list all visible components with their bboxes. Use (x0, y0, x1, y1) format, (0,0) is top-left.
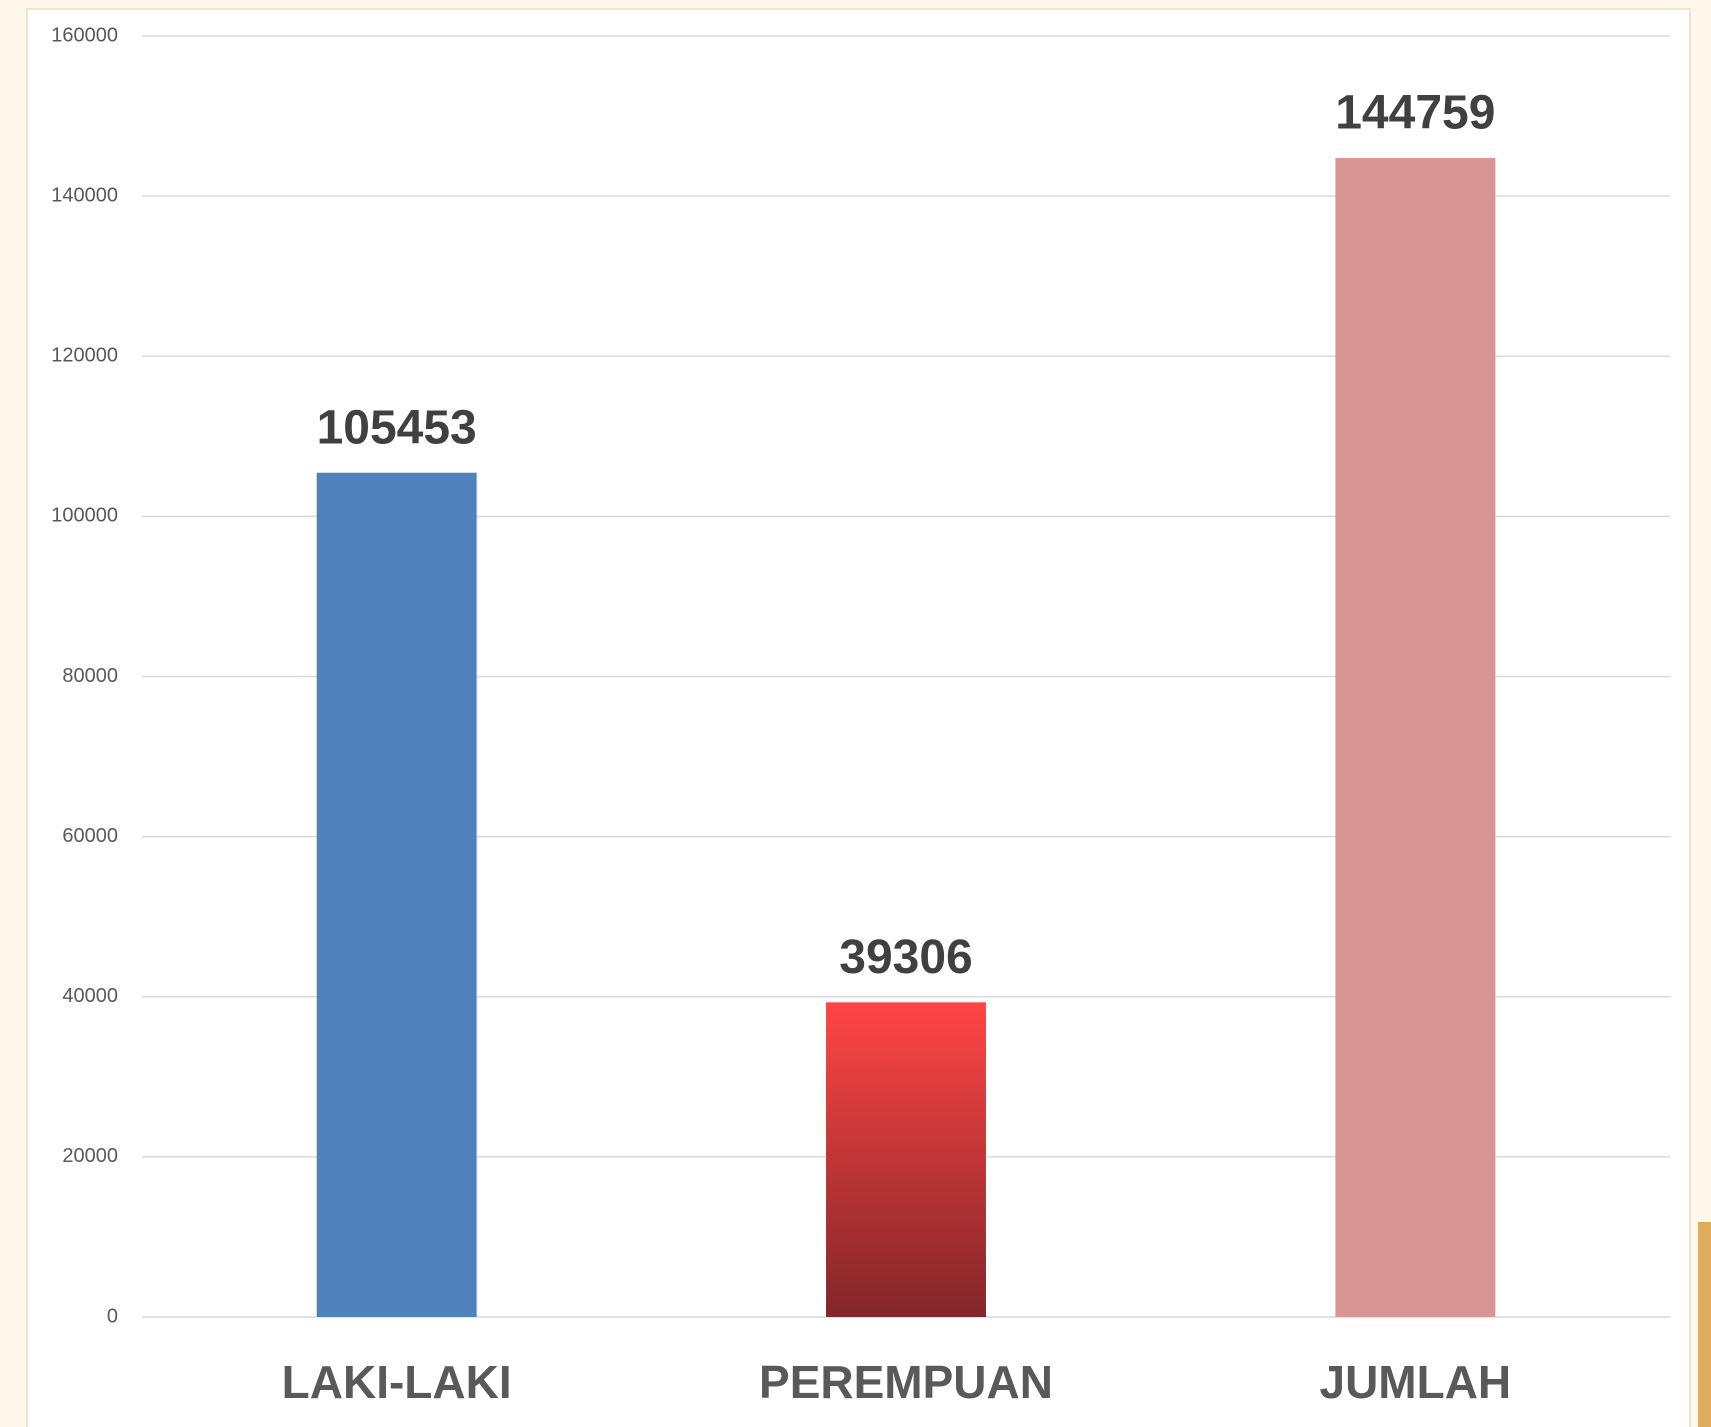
bar (316, 472, 477, 1317)
x-tick-label: PEREMPUAN (759, 1356, 1053, 1408)
y-tick-label: 80000 (62, 665, 118, 687)
x-tick-label: LAKI-LAKI (282, 1356, 512, 1408)
bar (1335, 158, 1496, 1318)
y-tick-label: 140000 (51, 184, 118, 206)
bar (826, 1002, 986, 1317)
data-label: 39306 (839, 931, 972, 984)
side-accent (1698, 1222, 1711, 1427)
data-label: 105453 (317, 401, 477, 454)
x-tick-label: JUMLAH (1319, 1356, 1511, 1408)
y-tick-label: 60000 (62, 825, 118, 847)
y-tick-label: 120000 (51, 345, 118, 367)
y-tick-label: 40000 (62, 985, 118, 1007)
y-tick-label: 100000 (51, 505, 118, 527)
y-tick-label: 160000 (51, 24, 118, 46)
y-tick-label: 0 (107, 1305, 118, 1327)
data-label: 144759 (1335, 87, 1495, 140)
y-tick-label: 20000 (62, 1145, 118, 1167)
